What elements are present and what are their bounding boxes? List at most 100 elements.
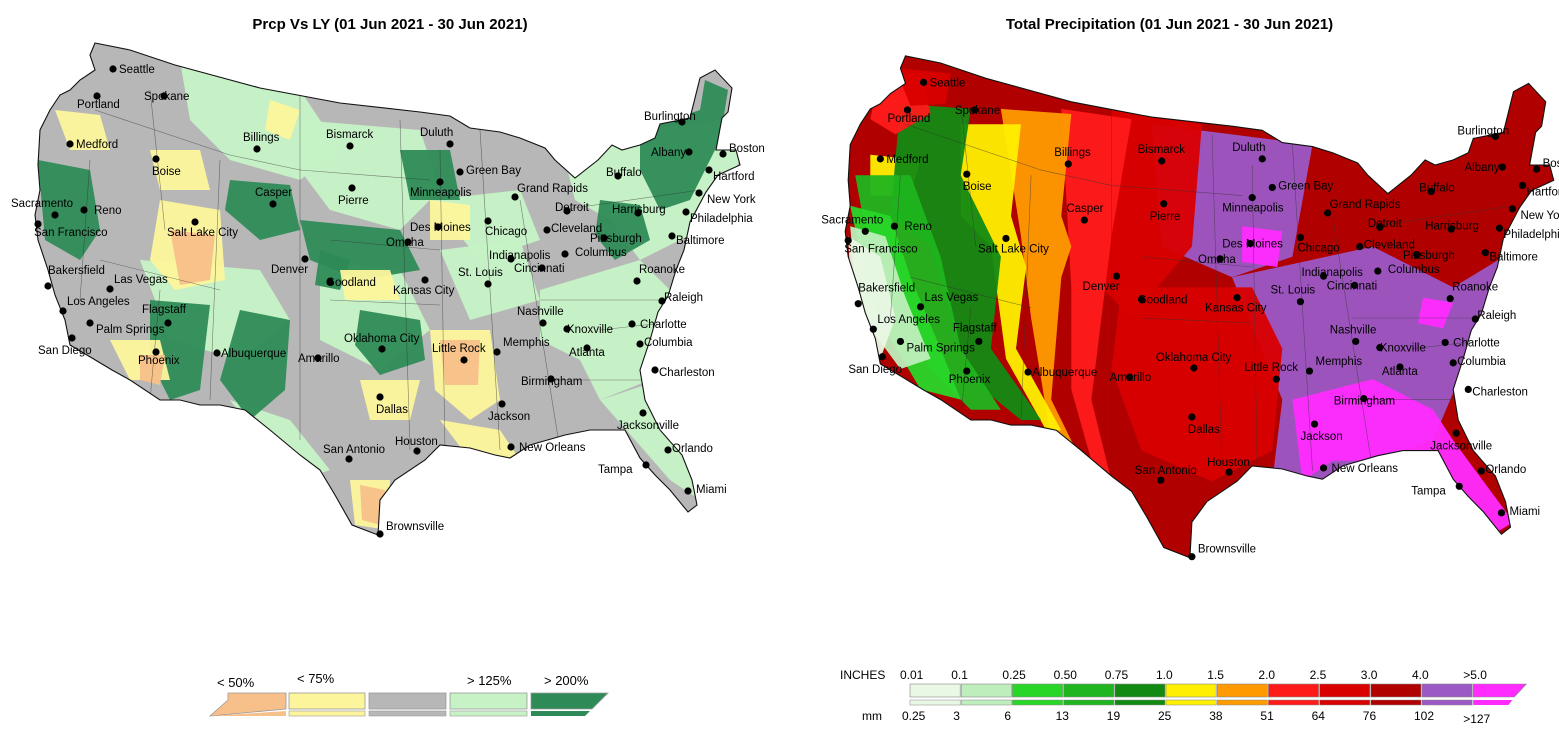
- right-city-label: Portland: [887, 113, 930, 125]
- right-city-dot: [1352, 337, 1360, 346]
- right-city-label: Seattle: [930, 77, 966, 89]
- left-city-dot: [682, 208, 690, 216]
- right-city-dot: [1497, 509, 1506, 517]
- legend-label-gt200: > 200%: [544, 673, 589, 688]
- right-city-label: Boise: [963, 181, 992, 193]
- left-city-label: Brownsville: [386, 521, 444, 533]
- left-city-label: Palm Springs: [96, 324, 165, 336]
- right-city-label: Denver: [1083, 281, 1120, 293]
- left-city-dot: [269, 200, 277, 208]
- right-city-dot: [1233, 294, 1241, 302]
- right-city-dot: [1138, 296, 1146, 304]
- left-city-label: Duluth: [420, 127, 453, 139]
- right-city-label: Miami: [1509, 506, 1540, 518]
- left-city-label: Medford: [76, 139, 118, 151]
- right-city-dot: [916, 303, 925, 311]
- right-city-dot: [1248, 194, 1256, 202]
- left-city-dot: [628, 320, 636, 328]
- left-city-dot: [68, 334, 76, 342]
- legend-mm-unit: mm: [862, 709, 882, 723]
- legend-mm-tick: 3: [953, 709, 960, 723]
- right-city-label: Albany: [1464, 162, 1499, 174]
- right-city-label: Billings: [1054, 147, 1091, 159]
- right-city-dot: [1495, 224, 1504, 232]
- left-city-label: New Orleans: [519, 442, 586, 454]
- left-city-label: Detroit: [555, 202, 590, 214]
- right-city-dot: [1296, 233, 1305, 242]
- left-city-dot: [59, 307, 67, 315]
- left-city-dot: [106, 285, 114, 293]
- right-city-label: Pierre: [1150, 211, 1181, 223]
- right-city-dot: [1216, 255, 1224, 263]
- left-city-dot: [511, 193, 519, 201]
- left-city-label: Pierre: [338, 195, 369, 207]
- left-city-dot: [213, 349, 221, 357]
- right-city-label: San Antonio: [1135, 465, 1197, 477]
- right-city-dot: [963, 367, 971, 375]
- right-city-dot: [1319, 272, 1328, 280]
- left-city-label: Buffalo: [606, 167, 642, 179]
- left-city-dot: [634, 209, 642, 217]
- left-city-label: Little Rock: [432, 343, 486, 355]
- left-city-label: Atlanta: [569, 347, 605, 359]
- legend-inches-tick: 0.25: [1002, 668, 1026, 682]
- left-city-label: Portland: [77, 99, 120, 111]
- right-city-label: Palm Springs: [906, 342, 975, 354]
- left-city-dot: [346, 142, 354, 150]
- left-city-label: Los Angeles: [67, 296, 130, 308]
- right-city-dot: [1446, 295, 1454, 303]
- right-city-label: Oklahoma City: [1156, 352, 1232, 364]
- right-city-label: Las Vegas: [925, 292, 979, 304]
- right-city-label: Raleigh: [1477, 310, 1516, 322]
- left-city-dot: [484, 280, 492, 288]
- left-city-label: San Francisco: [34, 227, 108, 239]
- right-city-label: Nashville: [1330, 324, 1377, 336]
- legend-inches-tick: 2.0: [1258, 668, 1276, 682]
- left-city-label: Columbus: [575, 247, 627, 259]
- left-city-label: Birmingham: [521, 376, 582, 388]
- left-city-dot: [152, 155, 160, 163]
- right-city-dot: [975, 337, 983, 346]
- left-city-label: St. Louis: [458, 267, 503, 279]
- right-city-label: Los Angeles: [877, 314, 940, 326]
- left-city-label: Memphis: [503, 337, 550, 349]
- left-city-dot: [678, 118, 686, 126]
- left-city-dot: [446, 140, 454, 148]
- right-city-label: Indianapolis: [1302, 267, 1364, 279]
- right-city-dot: [1360, 394, 1368, 403]
- right-city-dot: [1268, 183, 1276, 192]
- left-city-label: Jacksonville: [617, 420, 679, 432]
- left-city-dot: [152, 348, 160, 356]
- right-city-dot: [1376, 343, 1384, 352]
- legend-mm-tick: 0.25: [902, 709, 926, 723]
- right-city-dot: [1319, 464, 1328, 472]
- left-city-dot: [378, 345, 386, 353]
- right-city-label: Green Bay: [1278, 180, 1333, 192]
- left-city-dot: [348, 184, 356, 192]
- left-city-dot: [651, 366, 659, 374]
- right-city-label: Minneapolis: [1222, 203, 1284, 215]
- left-city-dot: [44, 282, 52, 290]
- right-city-dot: [1024, 368, 1032, 376]
- left-city-dot: [668, 232, 676, 240]
- left-city-label: Spokane: [144, 91, 189, 103]
- left-city-dot: [600, 234, 608, 242]
- left-city-label: Roanoke: [639, 264, 685, 276]
- left-city-label: Flagstaff: [142, 304, 187, 316]
- right-city-dot: [896, 337, 905, 346]
- right-city-dot: [1508, 205, 1517, 213]
- right-city-label: Pittsburgh: [1403, 250, 1455, 262]
- left-city-label: Albany: [651, 147, 686, 159]
- right-map-title: Total Precipitation (01 Jun 2021 - 30 Ju…: [1005, 16, 1334, 33]
- left-city-label: San Diego: [38, 345, 92, 357]
- precip-vs-last-year-map: Seattle Spokane Portland Medford Boise Billin…: [11, 42, 765, 538]
- right-city-dot: [1225, 468, 1233, 476]
- left-city-label: Jackson: [488, 411, 530, 423]
- right-city-label: Kansas City: [1205, 303, 1267, 315]
- right-city-dot: [869, 325, 877, 333]
- left-city-dot: [326, 278, 334, 286]
- right-city-label: Bismarck: [1138, 144, 1186, 156]
- right-city-label: St. Louis: [1270, 285, 1315, 297]
- right-city-dot: [1305, 367, 1314, 375]
- right-city-dot: [1491, 132, 1500, 141]
